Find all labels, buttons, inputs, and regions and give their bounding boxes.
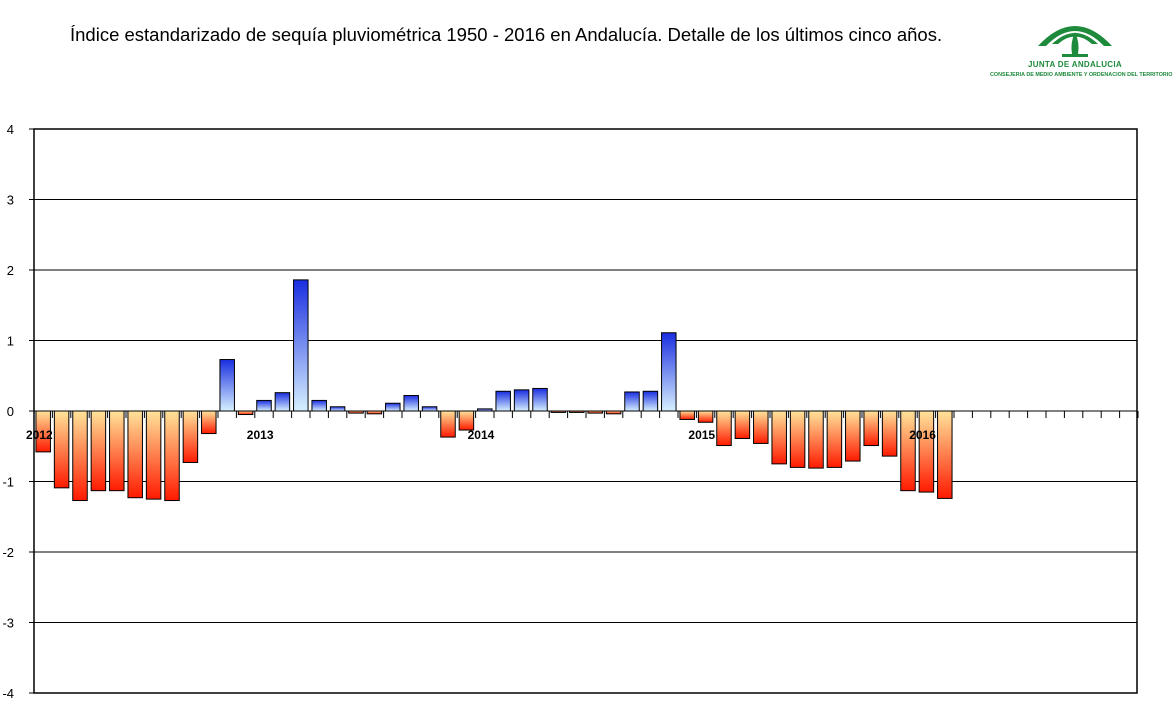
year-label: 2016 — [909, 428, 936, 442]
bar — [753, 410, 769, 444]
y-tick-label: 2 — [7, 263, 14, 278]
bar — [201, 410, 217, 435]
year-label: 2014 — [468, 428, 495, 442]
junta-andalucia-logo: JUNTA DE ANDALUCIA CONSEJERIA DE MEDIO A… — [990, 10, 1173, 85]
axes — [29, 128, 1139, 694]
bar — [789, 410, 806, 468]
logo-title: JUNTA DE ANDALUCIA — [1028, 60, 1122, 69]
bar — [256, 399, 272, 412]
bar — [127, 410, 143, 499]
bar — [937, 410, 953, 499]
year-label: 2013 — [247, 428, 274, 442]
bar — [90, 410, 107, 492]
y-tick-label: -2 — [2, 545, 14, 560]
bar — [145, 410, 162, 500]
bar — [808, 410, 824, 469]
bar — [771, 410, 787, 465]
bar — [826, 410, 843, 468]
y-tick-label: -1 — [2, 475, 14, 490]
bar — [311, 399, 327, 412]
bar — [403, 394, 419, 412]
bar — [182, 410, 199, 463]
bar — [863, 410, 879, 447]
y-tick-label: 3 — [7, 193, 14, 208]
bar — [421, 406, 438, 412]
labels: 4 3 2 1 0 -1 -2 -3 -4 2012 2013 2014 2015 2016 — [2, 122, 936, 701]
bar — [881, 410, 898, 457]
bar — [164, 410, 180, 502]
bar — [624, 391, 640, 412]
logo-subtitle: CONSEJERIA DE MEDIO AMBIENTE Y ORDENACIO… — [990, 72, 1173, 78]
bar — [513, 389, 530, 412]
bar — [697, 410, 714, 423]
bar — [274, 392, 291, 412]
y-tick-label: -4 — [2, 686, 14, 701]
bar — [237, 410, 254, 416]
bar — [109, 410, 125, 492]
year-label: 2015 — [688, 428, 715, 442]
bars — [35, 279, 953, 502]
bar — [679, 410, 695, 420]
leaf-arch-icon — [1038, 26, 1112, 57]
bar — [661, 332, 677, 412]
gridlines — [34, 199, 1137, 623]
bar — [53, 410, 70, 489]
bar — [845, 410, 861, 462]
bar — [918, 410, 935, 493]
bar — [293, 279, 309, 412]
bar — [385, 402, 401, 412]
bar — [72, 410, 88, 502]
bar — [900, 410, 916, 492]
bar — [642, 390, 659, 412]
y-tick-label: 0 — [7, 404, 14, 419]
year-label: 2012 — [26, 428, 53, 442]
bar — [532, 387, 548, 412]
chart-title: Índice estandarizado de sequía pluviomét… — [70, 24, 943, 45]
y-tick-label: 4 — [7, 122, 14, 137]
y-tick-label: -3 — [2, 616, 14, 631]
bar — [734, 410, 751, 439]
bar — [716, 410, 732, 447]
bar — [495, 390, 511, 412]
bar — [440, 410, 456, 438]
bar — [329, 406, 346, 412]
y-tick-label: 1 — [7, 334, 14, 349]
bar — [219, 359, 235, 412]
